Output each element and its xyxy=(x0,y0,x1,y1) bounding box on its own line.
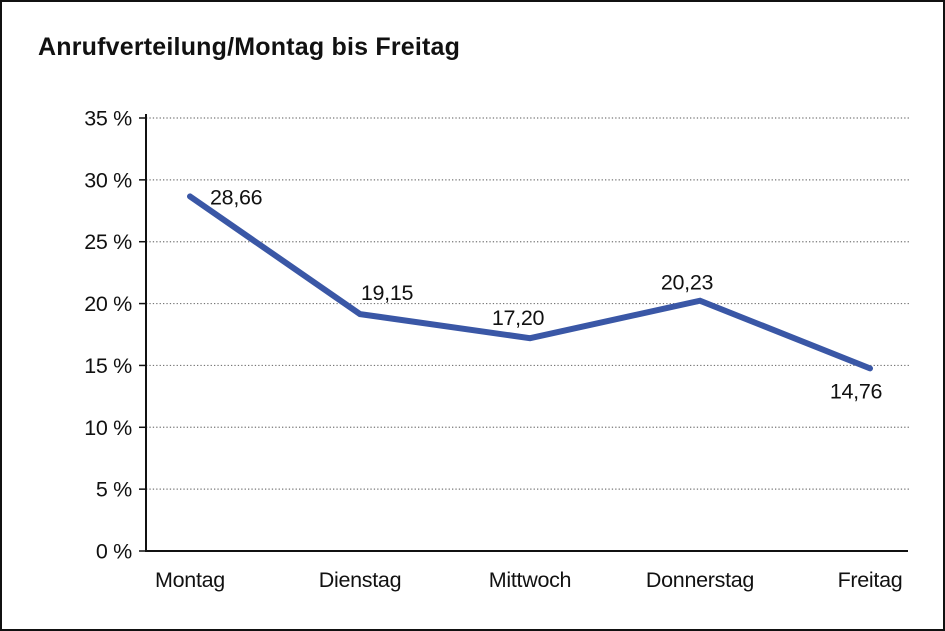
data-point-label: 14,76 xyxy=(830,379,883,403)
x-axis-label: Dienstag xyxy=(319,568,401,592)
y-axis-label: 5 % xyxy=(96,478,132,502)
y-axis-label: 15 % xyxy=(84,354,132,378)
y-axis-label: 0 % xyxy=(96,540,132,564)
x-axis-label: Donnerstag xyxy=(646,568,754,592)
y-axis-label: 35 % xyxy=(84,107,132,131)
y-axis-label: 30 % xyxy=(84,168,132,192)
data-point-label: 19,15 xyxy=(361,281,414,305)
x-axis-label: Mittwoch xyxy=(489,568,571,592)
x-axis-label: Freitag xyxy=(838,568,903,592)
chart-title: Anrufverteilung/Montag bis Freitag xyxy=(38,33,461,61)
data-series-line xyxy=(187,193,873,372)
data-point-label: 20,23 xyxy=(661,271,714,295)
data-point-label: 28,66 xyxy=(210,185,263,209)
data-point-label: 17,20 xyxy=(492,306,545,330)
x-axis-label: Montag xyxy=(155,568,225,592)
y-axis-label: 10 % xyxy=(84,416,132,440)
y-axis-label: 25 % xyxy=(84,230,132,254)
y-axis-label: 20 % xyxy=(84,292,132,316)
